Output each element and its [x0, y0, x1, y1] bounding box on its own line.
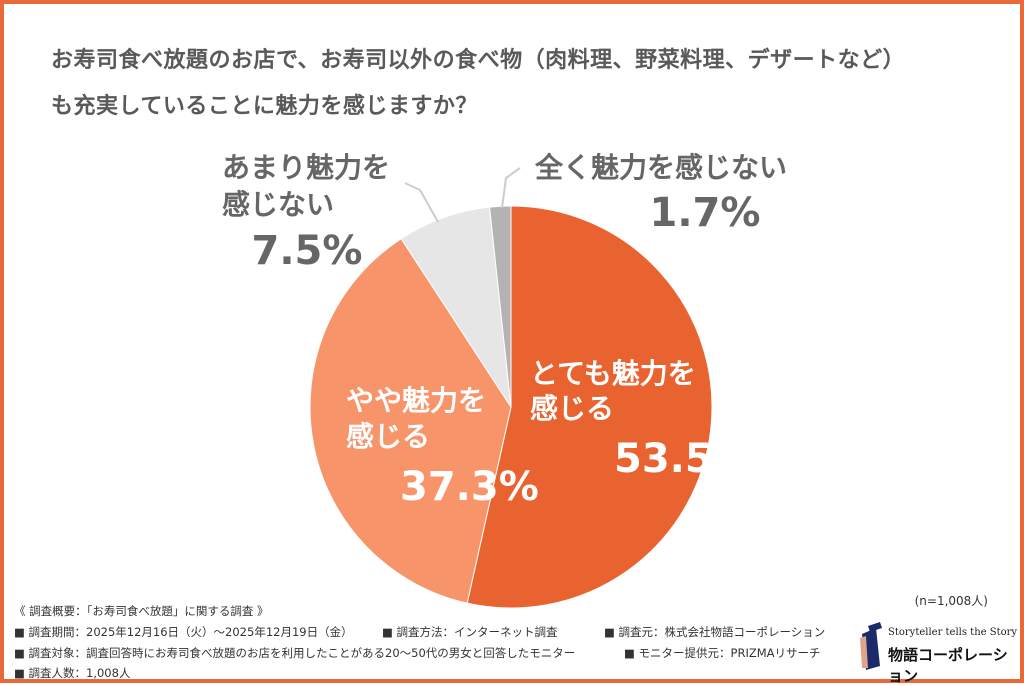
slice-value-1: 37.3% [400, 464, 539, 510]
survey-count: ■ 調査人数：1,008人 [14, 666, 131, 680]
slice-value-2: 7.5% [252, 228, 363, 274]
sample-size: (n=1,008人) [914, 594, 988, 608]
title-line-2: も充実していることに魅力を感じますか？ [51, 94, 478, 119]
slice-label-1: やや魅力を [346, 384, 486, 417]
monitor-provider: ■ モニター提供元：PRIZMAリサーチ [624, 646, 821, 660]
slice-label-0: 感じる [530, 392, 614, 425]
leader-line-3 [501, 167, 521, 209]
survey-period: ■ 調査期間：2025年12月16日（火）～2025年12月19日（金） [14, 625, 353, 639]
slice-label-0: とても魅力を [530, 357, 696, 390]
slice-label-2: 感じない [222, 188, 334, 221]
pie-slice-3 [489, 205, 512, 408]
slice-label-1: 感じる [346, 420, 430, 453]
slice-value-0: 53.5% [614, 436, 753, 482]
pie-slice-1 [309, 237, 512, 604]
logo-name: 物語コーポレーション [888, 646, 1008, 685]
survey-method: ■ 調査方法：インターネット調査 [382, 625, 558, 639]
pie-slice-2 [400, 206, 512, 408]
book-icon [860, 622, 882, 670]
survey-overview: 《 調査概要：「お寿司食べ放題」に関する調査 》 [14, 604, 269, 618]
pie-slice-0 [466, 205, 713, 609]
company-logo: Storyteller tells the Story 物語コーポレーション [858, 622, 1018, 685]
leader-line-2 [404, 182, 439, 223]
slice-label-2: あまり魅力を [222, 151, 390, 184]
slice-value-3: 1.7% [650, 190, 761, 236]
slice-label-3: 全く魅力を感じない [534, 151, 787, 184]
survey-target: ■ 調査対象：調査回答時にお寿司食べ放題のお店を利用したことがある20～50代の… [14, 646, 576, 660]
survey-source: ■ 調査元：株式会社物語コーポレーション [604, 625, 826, 639]
title-line-1: お寿司食べ放題のお店で、お寿司以外の食べ物（肉料理、野菜料理、デザートなど） [51, 48, 906, 73]
chart-title: お寿司食べ放題のお店で、お寿司以外の食べ物（肉料理、野菜料理、デザートなど） も… [51, 38, 905, 130]
logo-tagline: Storyteller tells the Story [888, 627, 1018, 638]
